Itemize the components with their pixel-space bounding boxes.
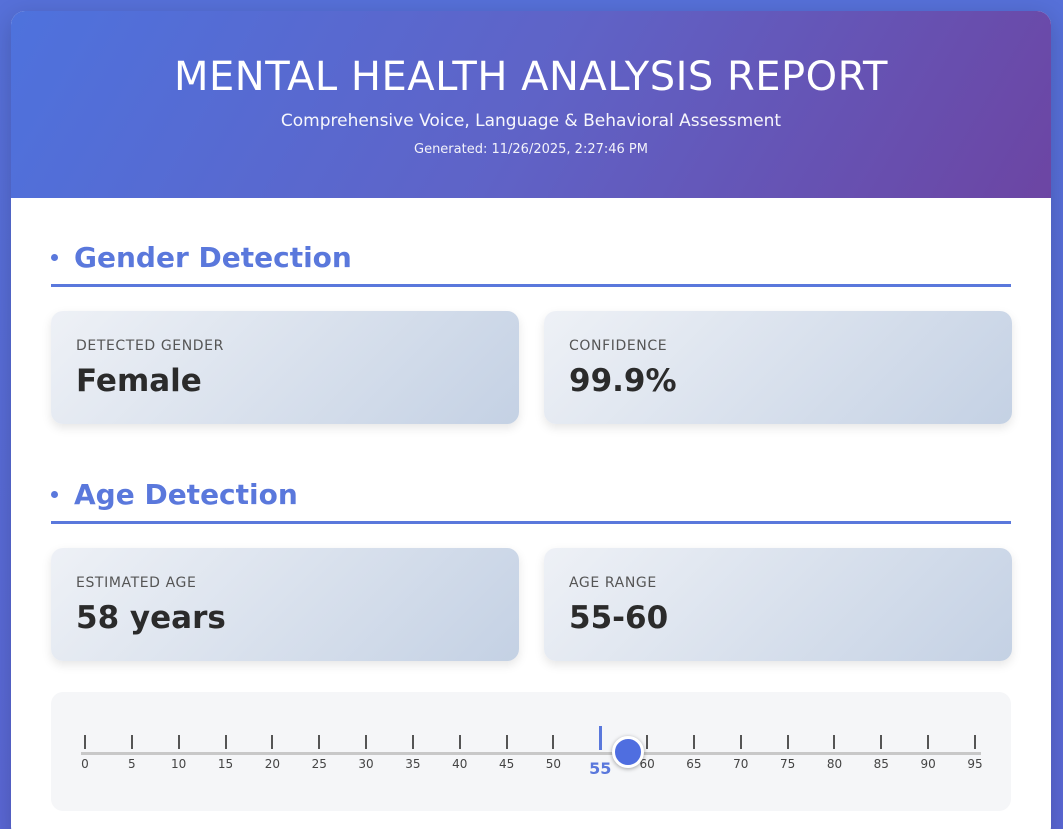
age-scale-tick <box>786 735 789 749</box>
confidence-value: 99.9% <box>569 363 677 399</box>
age-scale-tick-label: 90 <box>920 757 936 771</box>
age-scale-tick <box>927 735 930 749</box>
report-card: MENTAL HEALTH ANALYSIS REPORT Comprehens… <box>11 11 1051 829</box>
age-range-label: AGE RANGE <box>569 575 657 591</box>
age-scale-tick <box>271 735 274 749</box>
age-scale-tick-label: 10 <box>171 757 187 771</box>
estimated-age-handle[interactable] <box>612 736 645 768</box>
age-scale-tick <box>458 735 461 749</box>
bullet-icon <box>51 491 58 498</box>
age-range-start-marker <box>598 726 602 750</box>
bullet-icon <box>51 254 58 261</box>
age-scale-tick-label: 50 <box>545 757 562 771</box>
age-scale-tick <box>130 735 133 749</box>
age-scale-panel: 0 5 10 15 20 25 30 35 40 45 50 60 65 70 75 80 85 90 95 55 <box>51 692 1011 811</box>
age-scale-tick-label: 70 <box>733 757 749 771</box>
age-scale-tick <box>692 735 695 749</box>
detected-gender-value: Female <box>76 363 202 399</box>
age-scale-tick <box>646 735 649 749</box>
age-scale-tick-label: 40 <box>452 757 468 771</box>
age-scale-tick <box>365 735 368 749</box>
age-scale-tick <box>177 735 180 749</box>
age-scale-tick <box>84 735 86 749</box>
estimated-age-card: ESTIMATED AGE 58 years <box>51 548 519 661</box>
detected-gender-label: DETECTED GENDER <box>76 338 224 354</box>
report-header: MENTAL HEALTH ANALYSIS REPORT Comprehens… <box>11 11 1051 198</box>
age-scale-tick-label: 80 <box>826 757 843 771</box>
age-scale-tick-label: 15 <box>217 757 234 771</box>
age-scale-tick-label: 0 <box>81 757 89 771</box>
age-scale-tick-label: 60 <box>639 757 655 771</box>
report-title: MENTAL HEALTH ANALYSIS REPORT <box>174 54 888 100</box>
age-range-start-label: 55 <box>589 759 612 778</box>
age-range-value: 55-60 <box>569 600 669 636</box>
generated-timestamp: Generated: 11/26/2025, 2:27:46 PM <box>414 142 648 157</box>
age-scale-tick-label: 30 <box>358 757 374 771</box>
age-scale-tick <box>318 735 321 749</box>
age-scale-tick <box>739 735 742 749</box>
age-scale-tick-label: 85 <box>873 757 889 771</box>
age-scale-tick <box>833 735 836 749</box>
age-scale-tick <box>505 735 508 749</box>
confidence-label: CONFIDENCE <box>569 338 668 354</box>
estimated-age-value: 58 years <box>76 600 226 636</box>
age-scale-tick <box>224 735 227 749</box>
age-scale-track <box>81 752 981 755</box>
age-section-title: Age Detection <box>51 477 1011 524</box>
age-scale-tick-label: 5 <box>128 757 136 771</box>
estimated-age-label: ESTIMATED AGE <box>76 575 197 591</box>
age-scale-tick-label: 95 <box>967 757 983 771</box>
age-scale-tick-label: 45 <box>498 757 515 771</box>
age-scale-tick <box>880 735 883 749</box>
age-scale-tick-label: 20 <box>264 757 280 771</box>
gender-section-heading: Gender Detection <box>74 241 352 274</box>
age-scale-tick-label: 25 <box>311 757 327 771</box>
age-scale-tick-label: 65 <box>686 757 702 771</box>
age-scale-tick <box>974 735 976 749</box>
confidence-card: CONFIDENCE 99.9% <box>544 311 1012 424</box>
age-scale-tick <box>552 735 555 749</box>
age-scale-tick-label: 35 <box>405 757 421 771</box>
gender-section-title: Gender Detection <box>51 240 1011 287</box>
age-scale-tick <box>411 735 414 749</box>
report-subtitle: Comprehensive Voice, Language & Behavior… <box>280 111 782 131</box>
detected-gender-card: DETECTED GENDER Female <box>51 311 519 424</box>
age-scale-tick-label: 75 <box>779 757 796 771</box>
age-range-card: AGE RANGE 55-60 <box>544 548 1012 661</box>
age-section-heading: Age Detection <box>74 478 298 511</box>
